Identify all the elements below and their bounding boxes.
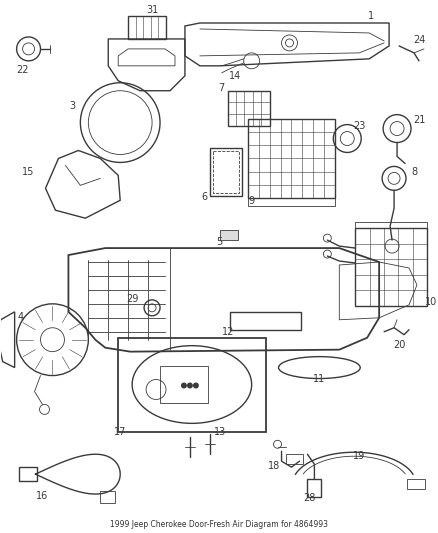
Text: 29: 29 (126, 294, 138, 304)
Bar (355, 228, 427, 306)
Circle shape (181, 383, 187, 389)
Text: 22: 22 (16, 65, 29, 75)
Bar (247, 119, 336, 198)
Text: 15: 15 (22, 167, 35, 177)
Bar (100, 491, 115, 503)
Text: 31: 31 (146, 5, 158, 15)
Bar (307, 479, 321, 497)
Text: 5: 5 (217, 237, 223, 247)
Text: 12: 12 (222, 327, 234, 337)
Text: 8: 8 (411, 167, 417, 177)
Bar (220, 230, 238, 240)
Text: 1999 Jeep Cherokee Door-Fresh Air Diagram for 4864993: 1999 Jeep Cherokee Door-Fresh Air Diagra… (110, 520, 328, 529)
Bar (213, 151, 239, 193)
Text: 9: 9 (249, 196, 255, 206)
Bar (19, 467, 36, 481)
Text: 18: 18 (268, 461, 281, 471)
Text: 3: 3 (69, 101, 75, 111)
Text: 7: 7 (219, 83, 225, 93)
Bar (210, 149, 242, 196)
Bar (160, 366, 208, 403)
Text: 4: 4 (18, 312, 24, 322)
Bar (128, 16, 166, 39)
Text: 11: 11 (313, 374, 325, 384)
Bar (355, 222, 427, 228)
Text: 17: 17 (114, 427, 127, 437)
Bar (407, 479, 425, 489)
Bar (118, 338, 265, 432)
Circle shape (193, 383, 199, 389)
Text: 20: 20 (393, 340, 405, 350)
Text: 24: 24 (413, 35, 425, 45)
Bar (228, 91, 269, 126)
Text: 19: 19 (353, 451, 365, 461)
Text: 16: 16 (36, 491, 49, 501)
Text: 6: 6 (202, 192, 208, 202)
Text: 23: 23 (353, 120, 365, 131)
Text: 28: 28 (303, 493, 316, 503)
Text: 13: 13 (214, 427, 226, 437)
Bar (230, 312, 301, 330)
Text: 21: 21 (413, 115, 425, 125)
Bar (286, 454, 304, 464)
Text: 14: 14 (229, 71, 241, 81)
Text: 1: 1 (368, 11, 374, 21)
Text: 10: 10 (425, 297, 437, 307)
Circle shape (187, 383, 193, 389)
